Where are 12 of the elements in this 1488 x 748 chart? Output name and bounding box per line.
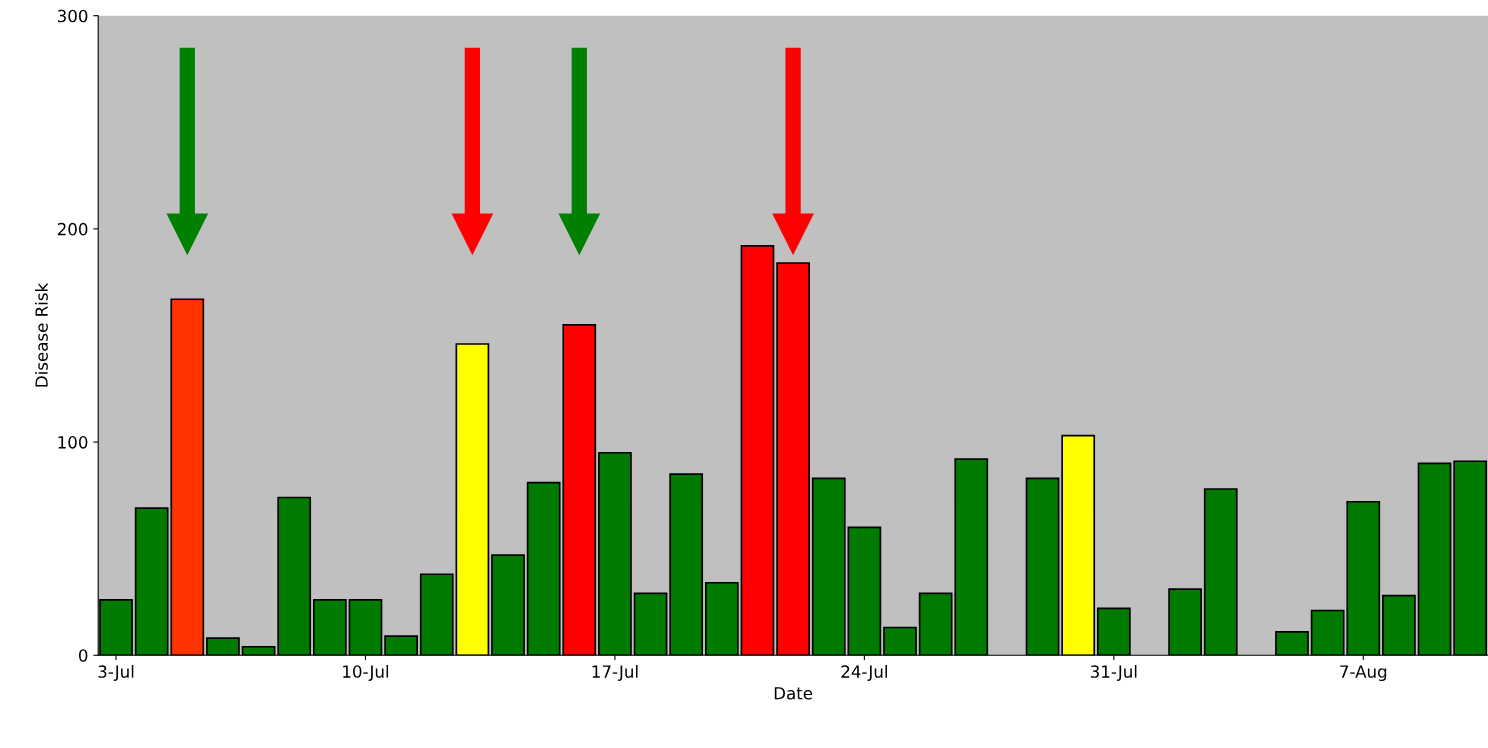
y-tick-label: 0 xyxy=(78,649,88,662)
x-tick-label: 24-Jul xyxy=(841,664,887,681)
x-tick-label: 3-Jul xyxy=(98,664,134,681)
x-tick-label: 17-Jul xyxy=(592,664,638,681)
y-axis-title: Disease Risk xyxy=(34,282,48,387)
y-tick-label: 300 xyxy=(57,9,88,23)
x-axis-title: Date xyxy=(774,687,813,700)
y-tick-label: 200 xyxy=(57,222,88,236)
y-tick-label: 100 xyxy=(58,436,88,449)
x-tick-label: 31-Jul xyxy=(1090,664,1137,681)
x-tick-label: 7-Aug xyxy=(1340,665,1387,682)
x-tick-label: 10-Jul xyxy=(343,664,389,681)
